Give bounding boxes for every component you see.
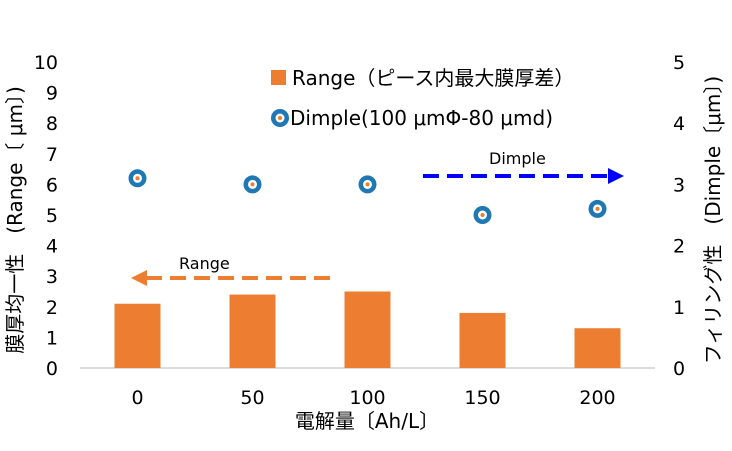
y-left-tick-label: 9 [46,83,58,105]
legend-dimple-marker [271,109,289,127]
dimple-point [128,169,147,188]
dimple-annotation-label: Dimple [489,149,546,168]
y-right-tick-label: 0 [673,358,685,380]
range-bar [574,328,621,368]
legend: Range（ピース内最大膜厚差） Dimple(100 μmΦ-80 μmd) [271,66,574,130]
dimple-series [128,169,607,224]
y-left-tick-label: 8 [46,113,58,135]
y-left-tick-label: 0 [46,358,58,380]
dimple-point [358,175,377,194]
x-tick-label: 200 [579,387,615,409]
range-arrow-head [131,270,147,286]
y-left-tick-label: 4 [46,236,58,258]
bar-series [114,291,621,368]
y-left-tick-label: 2 [46,297,58,319]
y-right-tick-label: 1 [673,297,685,319]
y-left-tick-label: 7 [46,144,58,166]
y-left-tick-label: 1 [46,327,58,349]
dimple-point [588,199,607,218]
y-right-tick-label: 2 [673,236,685,258]
dimple-annotation: Dimple [423,149,624,184]
x-tick-label: 150 [464,387,500,409]
range-bar [459,312,506,368]
y-right-tick-label: 4 [673,113,685,135]
dimple-point [473,206,492,224]
range-bar [344,291,391,368]
legend-range-label: Range（ピース内最大膜厚差） [292,66,574,90]
y-right-tick-label: 3 [673,174,685,196]
y-right-tick-label: 5 [673,52,685,74]
legend-range-swatch [271,70,286,85]
x-axis-title: 電解量〔Ah/L〕 [295,409,439,433]
y-left-tick-label: 10 [34,52,58,74]
y-left-tick-label: 3 [46,266,58,288]
y-axis-right-title: フィリング性 (Dimple〔μm〕) [701,76,725,364]
y-axis-left-title: 膜厚均一性 (Range〔 μm〕) [3,86,27,354]
range-annotation: Range [131,254,330,286]
x-tick-label: 100 [349,387,385,409]
y-left-tick-label: 5 [46,205,58,227]
y-left-tick-label: 6 [46,174,58,196]
x-tick-label: 50 [240,387,264,409]
legend-dimple-label: Dimple(100 μmΦ-80 μmd) [290,106,553,130]
range-annotation-label: Range [179,254,230,273]
dimple-arrow-head [608,168,624,184]
range-bar [114,303,161,368]
range-bar [229,294,276,368]
dimple-point [243,175,262,194]
x-tick-label: 0 [131,387,143,409]
